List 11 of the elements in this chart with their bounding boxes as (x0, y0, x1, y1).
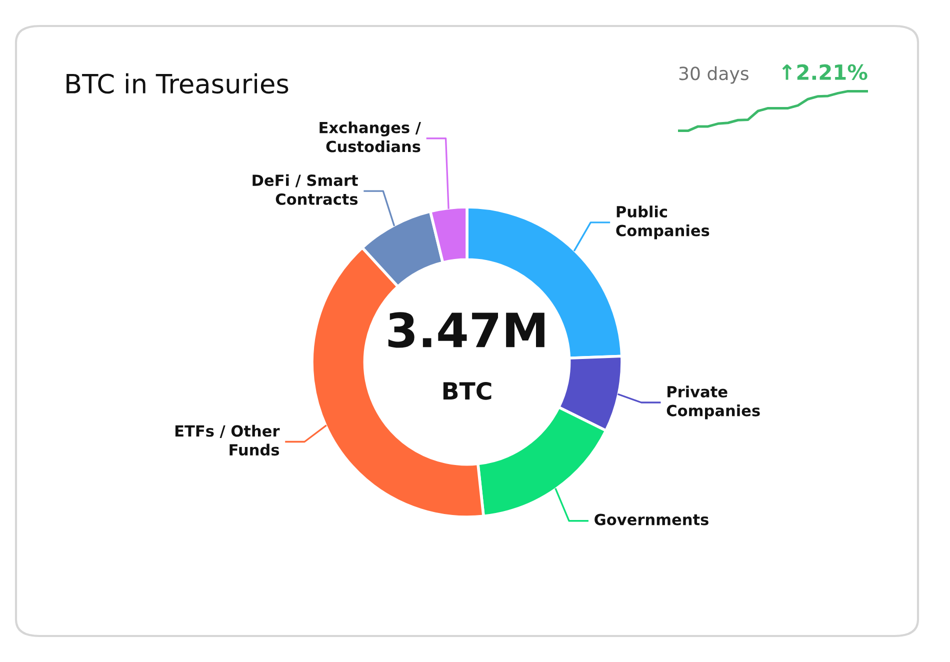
text: BTC (443, 382, 492, 400)
text: ↑2.21% (782, 64, 868, 80)
chart-title: BTC in Treasuries (66, 73, 288, 94)
slice-label: Exchanges / Custodians (320, 121, 421, 152)
slice-label: Public Companies (616, 206, 710, 240)
slice-label: DeFi / Smart Contracts (252, 174, 358, 205)
slice-label: Private Companies (666, 386, 760, 420)
slice-label: Governments (594, 514, 708, 526)
slice-label: ETFs / Other Funds (175, 424, 280, 456)
text: 3.47M (388, 312, 544, 348)
chart-title: 30 days (679, 66, 748, 84)
